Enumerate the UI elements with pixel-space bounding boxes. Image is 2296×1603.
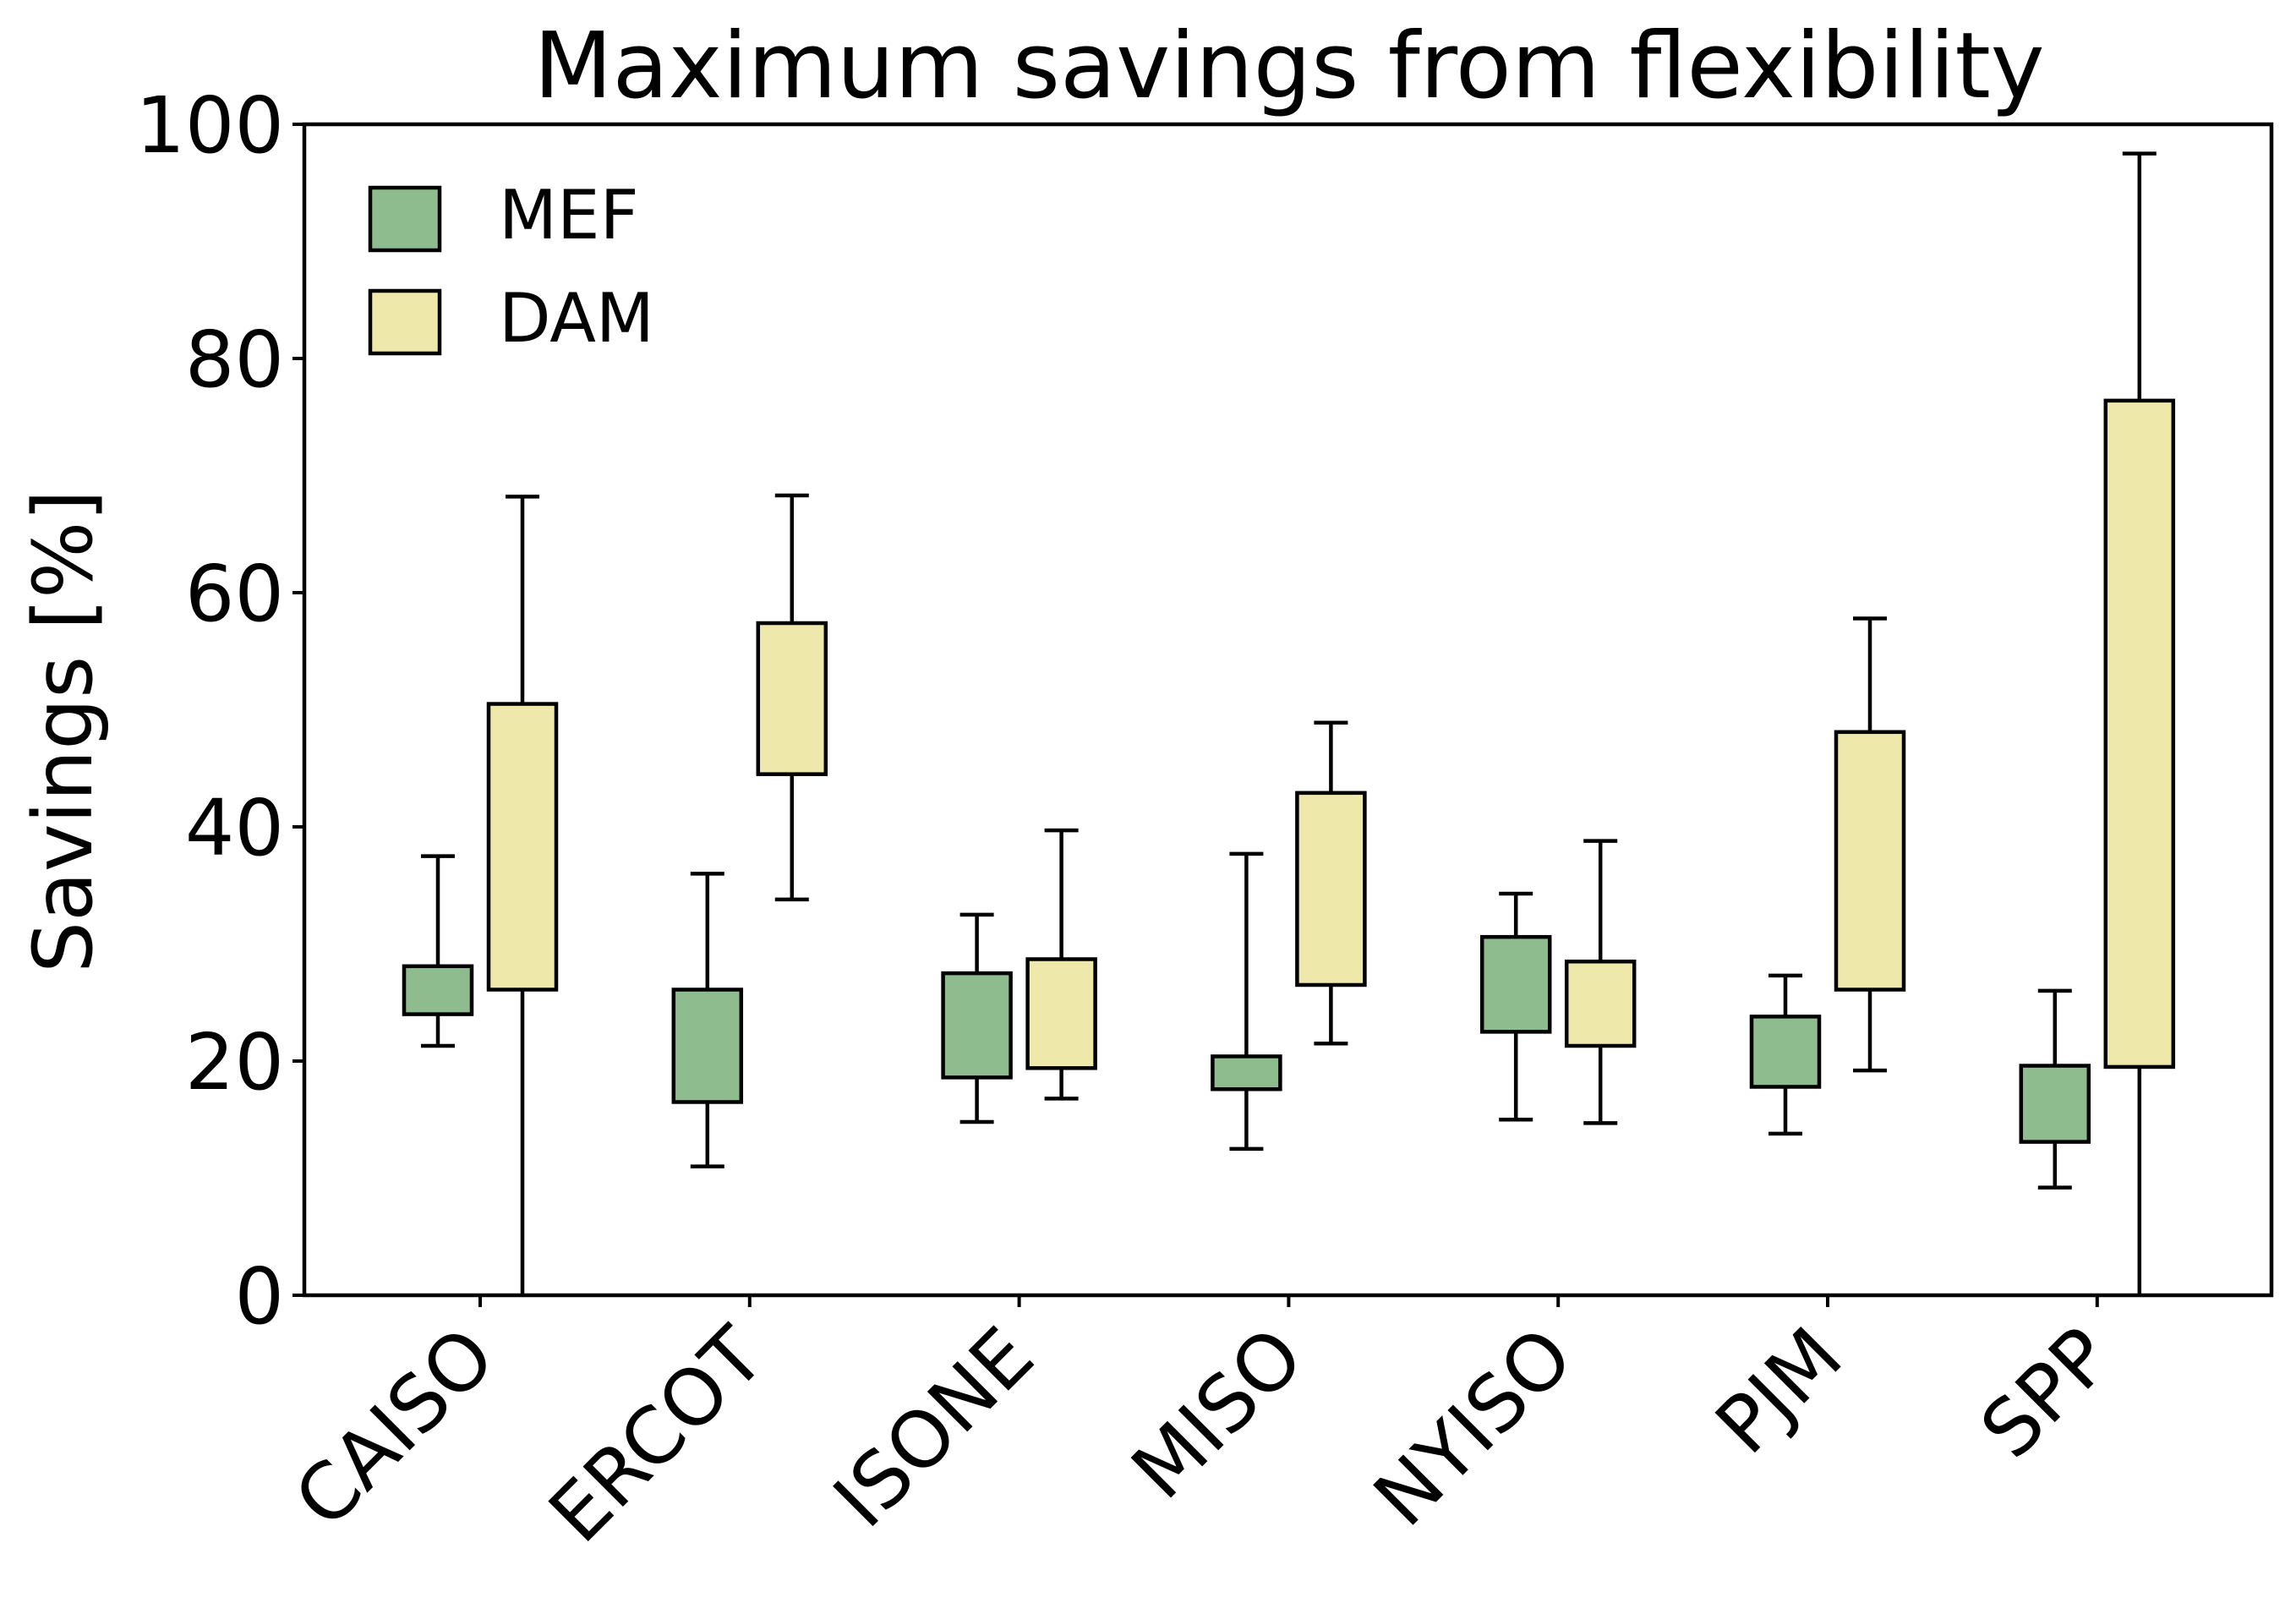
- box-dam-caiso: [486, 495, 559, 1295]
- plot-area: 0 20 40 60 80 100 CAISO ERCOT ISONE MISO NYISO PJM S…: [135, 80, 2274, 1560]
- y-tick-label: 20: [185, 1017, 284, 1108]
- box-dam-ercot: [756, 493, 828, 902]
- y-tick-label: 40: [185, 783, 284, 873]
- x-tick-label: ISONE: [817, 1310, 1051, 1545]
- box-body: [402, 964, 474, 1016]
- box-mef-isone: [941, 912, 1013, 1124]
- box-dam-nyiso: [1564, 839, 1637, 1125]
- x-tick-label: MISO: [1114, 1310, 1320, 1516]
- y-tick-label: 100: [135, 80, 284, 171]
- box-dam-spp: [2103, 151, 2176, 1295]
- box-mef-ercot: [671, 872, 744, 1168]
- y-tick-label: 60: [185, 549, 284, 639]
- box-body: [941, 971, 1013, 1080]
- box-body: [1211, 1054, 1282, 1091]
- box-body: [1834, 730, 1906, 992]
- x-tick-label: PJM: [1698, 1310, 1859, 1471]
- legend: MEF DAM: [368, 176, 654, 358]
- y-axis-label: Savings [%]: [16, 490, 111, 973]
- box-mef-nyiso: [1479, 891, 1552, 1122]
- box-body: [1749, 1015, 1822, 1089]
- box-mef-miso: [1211, 851, 1282, 1152]
- legend-swatch-mef: [368, 185, 442, 253]
- box-body: [486, 702, 559, 992]
- box-body: [671, 988, 744, 1104]
- x-tick-label: CAISO: [277, 1310, 511, 1545]
- box-dam-isone: [1025, 828, 1097, 1101]
- chart-title: Maximum savings from flexibility: [533, 14, 2044, 119]
- box-body: [1479, 934, 1552, 1034]
- box-body: [756, 621, 828, 776]
- legend-label-mef: MEF: [499, 176, 639, 254]
- box-body: [2103, 398, 2176, 1070]
- box-body: [1564, 960, 1637, 1048]
- legend-swatch-dam: [368, 288, 442, 356]
- x-tick-label: NYISO: [1357, 1310, 1590, 1544]
- box-body: [1025, 957, 1097, 1070]
- x-tick-label: SPP: [1964, 1310, 2129, 1475]
- box-dam-miso: [1295, 720, 1367, 1046]
- x-tick-label: ERCOT: [532, 1310, 782, 1560]
- box-body: [1295, 791, 1367, 988]
- y-tick-label: 0: [234, 1251, 284, 1342]
- box-body: [2019, 1064, 2091, 1144]
- box-mef-caiso: [402, 854, 474, 1048]
- box-mef-spp: [2019, 988, 2091, 1190]
- legend-label-dam: DAM: [499, 279, 654, 358]
- y-tick-label: 80: [185, 315, 284, 405]
- box-mef-pjm: [1749, 973, 1822, 1136]
- box-dam-pjm: [1834, 616, 1906, 1073]
